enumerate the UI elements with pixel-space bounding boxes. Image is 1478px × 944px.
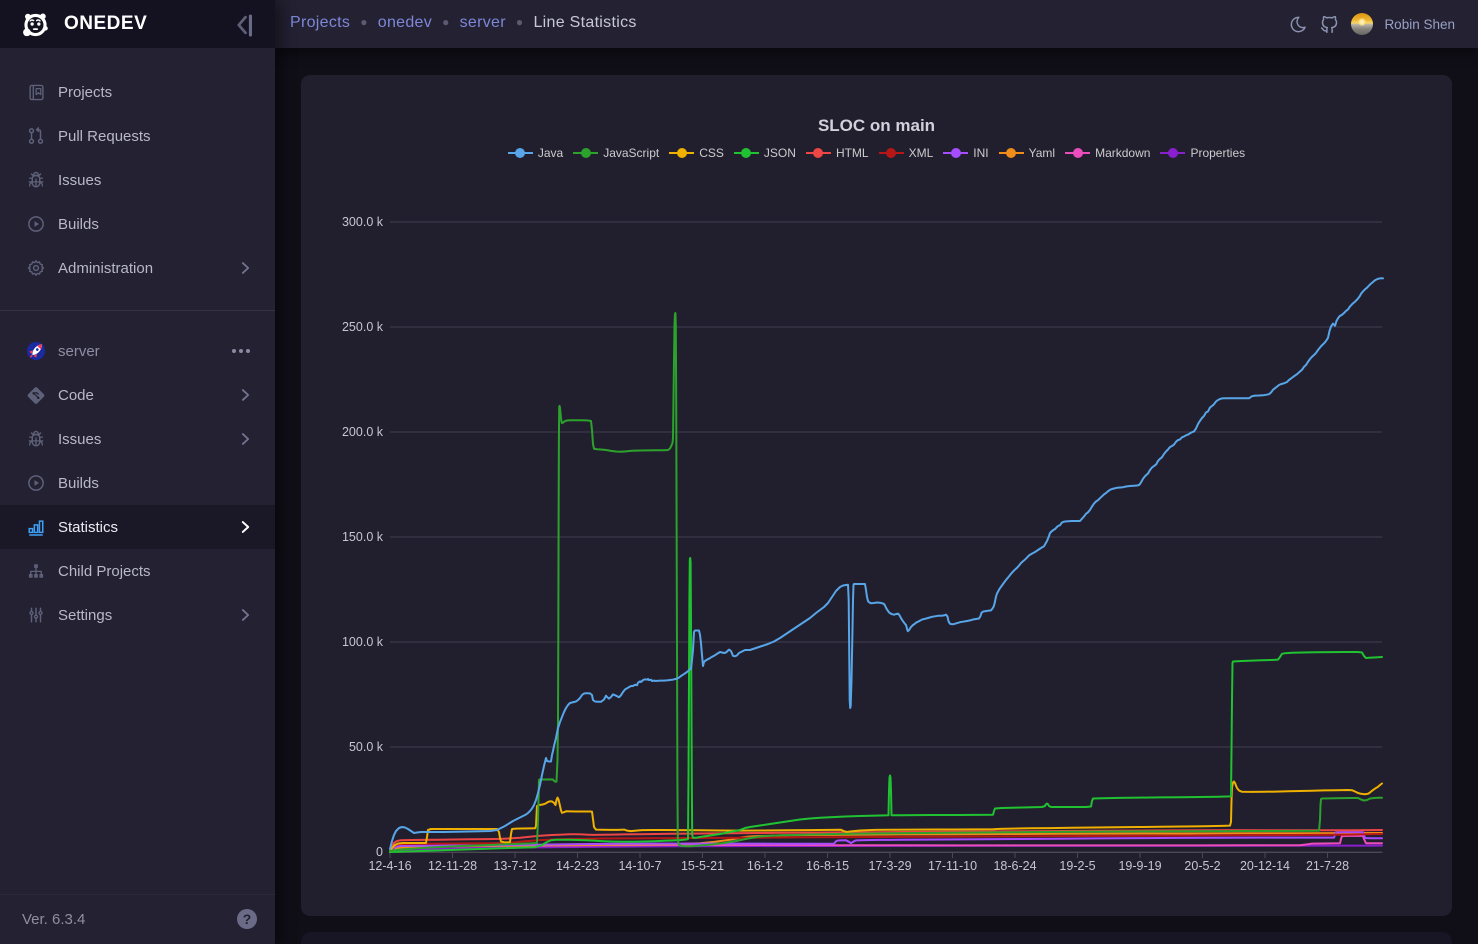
svg-text:16-1-2: 16-1-2 bbox=[747, 859, 783, 873]
svg-text:16-8-15: 16-8-15 bbox=[806, 859, 849, 873]
svg-text:300.0 k: 300.0 k bbox=[342, 215, 384, 229]
svg-text:21-7-28: 21-7-28 bbox=[1306, 859, 1349, 873]
svg-text:14-2-23: 14-2-23 bbox=[556, 859, 599, 873]
svg-text:20-12-14: 20-12-14 bbox=[1240, 859, 1290, 873]
svg-text:250.0 k: 250.0 k bbox=[342, 320, 384, 334]
svg-text:17-11-10: 17-11-10 bbox=[928, 859, 977, 873]
svg-text:100.0 k: 100.0 k bbox=[342, 635, 384, 649]
svg-text:13-7-12: 13-7-12 bbox=[493, 859, 536, 873]
svg-text:0: 0 bbox=[376, 845, 383, 859]
svg-text:15-5-21: 15-5-21 bbox=[681, 859, 724, 873]
svg-text:12-11-28: 12-11-28 bbox=[428, 859, 477, 873]
svg-text:19-2-5: 19-2-5 bbox=[1059, 859, 1095, 873]
svg-text:19-9-19: 19-9-19 bbox=[1118, 859, 1161, 873]
svg-text:12-4-16: 12-4-16 bbox=[368, 859, 411, 873]
svg-text:14-10-7: 14-10-7 bbox=[618, 859, 661, 873]
svg-text:17-3-29: 17-3-29 bbox=[868, 859, 911, 873]
svg-text:50.0 k: 50.0 k bbox=[349, 740, 384, 754]
svg-text:18-6-24: 18-6-24 bbox=[993, 859, 1036, 873]
svg-text:20-5-2: 20-5-2 bbox=[1184, 859, 1220, 873]
svg-text:200.0 k: 200.0 k bbox=[342, 425, 384, 439]
svg-text:150.0 k: 150.0 k bbox=[342, 530, 384, 544]
